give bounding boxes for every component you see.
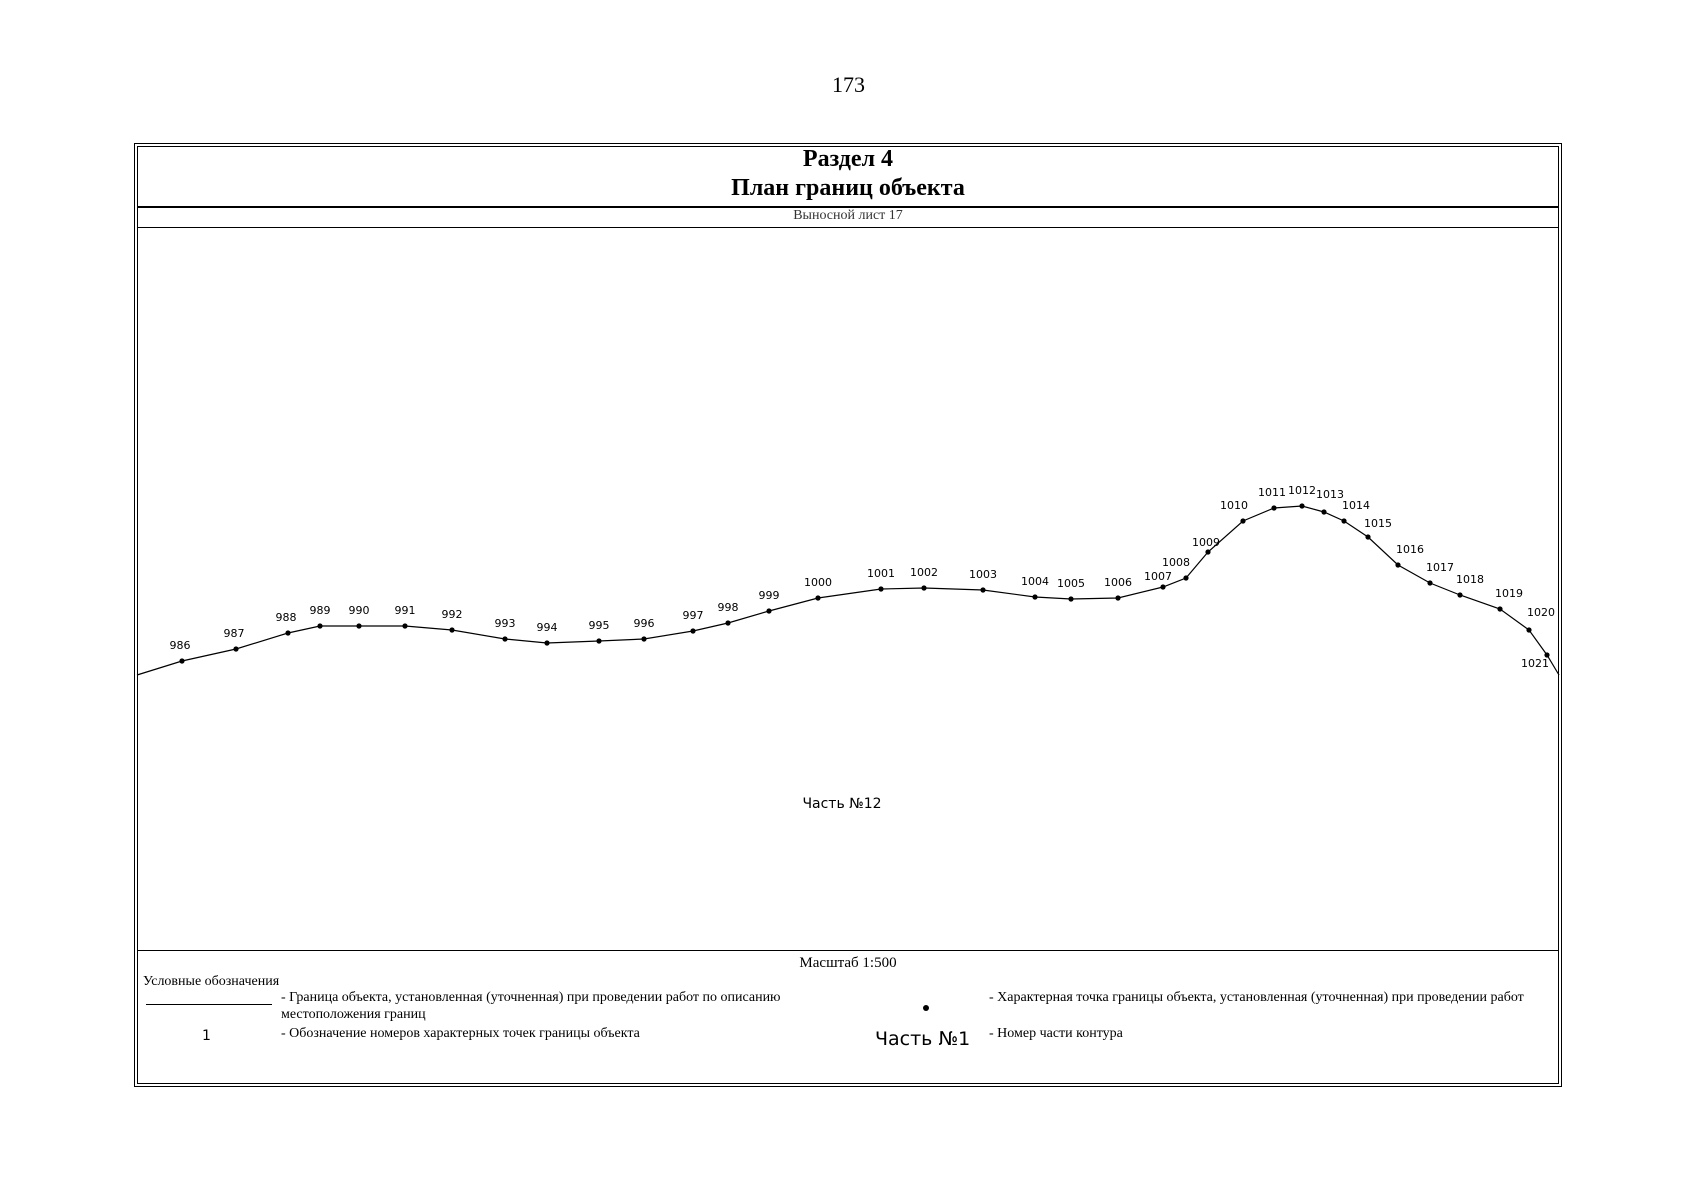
boundary-point-label: 1011 (1258, 486, 1286, 499)
legend-point-number-sample: 1 (202, 1028, 211, 1044)
boundary-point-marker (1032, 594, 1038, 600)
boundary-point-label: 999 (759, 589, 780, 602)
legend-title: Условные обозначения (143, 974, 280, 989)
boundary-point-label: 1019 (1495, 587, 1523, 600)
boundary-point-label: 986 (170, 639, 191, 652)
boundary-point-label: 1014 (1342, 499, 1370, 512)
boundary-point-label: 997 (683, 609, 704, 622)
boundary-point-marker (596, 638, 602, 644)
section-heading: Раздел 4 (802, 146, 894, 172)
part-label: Часть №12 (802, 796, 881, 812)
page-number: 173 (832, 72, 865, 97)
plan-frame-inner (137, 146, 1559, 1084)
boundary-point-label: 1005 (1057, 577, 1085, 590)
boundary-point-label: 1006 (1104, 576, 1132, 589)
boundary-point-label: 987 (224, 627, 245, 640)
boundary-point-label: 1016 (1396, 543, 1424, 556)
boundary-point-marker (356, 623, 362, 629)
boundary-point-marker (725, 620, 731, 626)
boundary-point-marker (815, 595, 821, 601)
boundary-point-label: 990 (349, 604, 370, 617)
boundary-point-marker (980, 587, 986, 593)
boundary-point-label: 1002 (910, 566, 938, 579)
scale-label: Масштаб 1:500 (799, 955, 897, 971)
boundary-point-label: 1004 (1021, 575, 1049, 588)
legend-point-sample (923, 1005, 929, 1011)
boundary-point-label: 1015 (1364, 517, 1392, 530)
boundary-point-marker (921, 585, 927, 591)
boundary-point-label: 1010 (1220, 499, 1248, 512)
boundary-point-marker (1544, 652, 1550, 658)
boundary-point-label: 1017 (1426, 561, 1454, 574)
legend-part-desc: - Номер части контура (989, 1026, 1123, 1041)
boundary-point-marker (1160, 584, 1166, 590)
boundary-point-marker (1526, 627, 1532, 633)
boundary-point-label: 991 (395, 604, 416, 617)
boundary-point-label: 1003 (969, 568, 997, 581)
boundary-point-marker (1299, 503, 1305, 509)
boundary-point-marker (1427, 580, 1433, 586)
boundary-point-label: 994 (537, 621, 558, 634)
header-divider (137, 206, 1559, 208)
boundary-point-label: 1000 (804, 576, 832, 589)
legend-point-desc: - Характерная точка границы объекта, уст… (989, 990, 1524, 1005)
boundary-point-label: 1013 (1316, 488, 1344, 501)
boundary-point-label: 996 (634, 617, 655, 630)
boundary-point-marker (233, 646, 239, 652)
sheet-label: Выносной лист 17 (793, 208, 903, 223)
boundary-point-label: 995 (589, 619, 610, 632)
footer-divider (137, 950, 1559, 951)
boundary-point-marker (1068, 596, 1074, 602)
boundary-point-marker (1183, 575, 1189, 581)
boundary-point-marker (1240, 518, 1246, 524)
boundary-point-marker (544, 640, 550, 646)
boundary-point-marker (1497, 606, 1503, 612)
boundary-point-marker (402, 623, 408, 629)
boundary-point-marker (878, 586, 884, 592)
legend-boundary-desc: - Граница объекта, установленная (уточне… (281, 990, 781, 1022)
boundary-point-label: 1007 (1144, 570, 1172, 583)
boundary-line (136, 505, 1560, 676)
legend-boundary-line-sample (146, 1004, 272, 1005)
boundary-point-marker (1271, 505, 1277, 511)
boundary-point-label: 1009 (1192, 536, 1220, 549)
boundary-point-marker (1365, 534, 1371, 540)
boundary-point-marker (179, 658, 185, 664)
boundary-point-label: 1012 (1288, 484, 1316, 497)
boundary-point-label: 1008 (1162, 556, 1190, 569)
boundary-point-marker (502, 636, 508, 642)
boundary-point-label: 1018 (1456, 573, 1484, 586)
plan-title: План границ объекта (731, 175, 965, 201)
boundary-point-marker (641, 636, 647, 642)
boundary-point-label: 989 (310, 604, 331, 617)
sheet-divider (137, 227, 1559, 228)
boundary-point-label: 998 (718, 601, 739, 614)
plan-frame-outer (134, 143, 1562, 1087)
boundary-point-marker (449, 627, 455, 633)
boundary-point-label: 1020 (1527, 606, 1555, 619)
legend-point-number-desc: - Обозначение номеров характерных точек … (281, 1026, 640, 1041)
boundary-point-label: 993 (495, 617, 516, 630)
boundary-point-marker (317, 623, 323, 629)
boundary-point-label: 1001 (867, 567, 895, 580)
boundary-point-marker (1205, 549, 1211, 555)
boundary-points: 986 987 988 989 990 991 992 993 994 995 996 997 998 9… (170, 484, 1556, 670)
boundary-point-label: 988 (276, 611, 297, 624)
boundary-point-marker (1395, 562, 1401, 568)
boundary-point-marker (690, 628, 696, 634)
boundary-point-marker (766, 608, 772, 614)
boundary-point-marker (1457, 592, 1463, 598)
boundary-point-label: 992 (442, 608, 463, 621)
legend-part-sample: Часть №1 (875, 1028, 971, 1050)
boundary-point-label: 1021 (1521, 657, 1549, 670)
boundary-point-marker (1115, 595, 1121, 601)
boundary-point-marker (1341, 518, 1347, 524)
boundary-point-marker (1321, 509, 1327, 515)
boundary-point-marker (285, 630, 291, 636)
